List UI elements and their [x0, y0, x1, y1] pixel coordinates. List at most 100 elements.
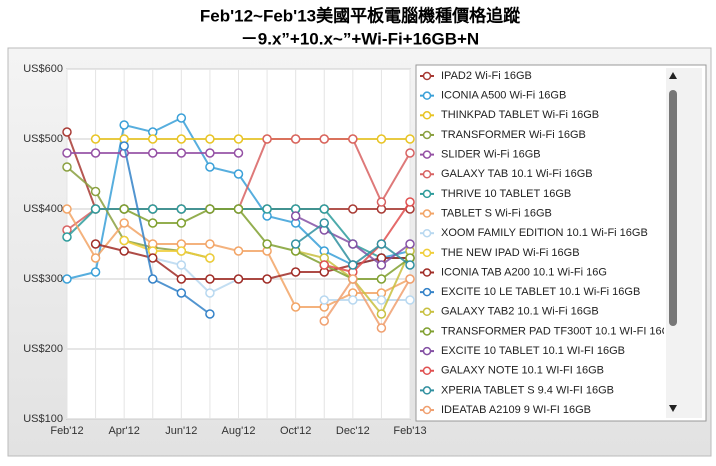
data-point [148, 218, 158, 228]
data-point [319, 218, 329, 228]
data-point [376, 134, 387, 144]
legend: IPAD2 Wi-Fi 16GB ICONIA A500 Wi-Fi 16GB TH… [420, 70, 664, 416]
x-tick-label: Feb'12 [50, 425, 83, 437]
data-point [205, 134, 215, 144]
data-point [90, 239, 101, 249]
legend-label: GALAXY NOTE 10.1 WI-FI 16GB [441, 365, 604, 377]
data-point [319, 316, 329, 326]
x-tick-label: Dec'12 [336, 425, 370, 437]
data-point [90, 148, 101, 158]
scroll-down[interactable] [669, 405, 677, 412]
data-point [405, 274, 415, 284]
y-tick-label: US$100 [23, 413, 63, 425]
series-line [324, 201, 411, 274]
data-point [205, 204, 215, 214]
legend-label: XPERIA TABLET S 9.4 WI-FI 16GB [441, 384, 614, 396]
data-point [148, 134, 158, 144]
series-line [123, 145, 211, 315]
chart-title: Feb'12~Feb'13美國平板電腦機種價格追蹤 [200, 5, 521, 25]
legend-label: GALAXY TAB 10.1 Wi-Fi 16GB [441, 168, 593, 180]
legend-label: EXCITE 10 LE TABLET 10.1 Wi-Fi 16GB [441, 286, 640, 298]
legend-marker [422, 307, 432, 317]
data-point [205, 162, 215, 172]
data-point [62, 232, 72, 242]
data-point [376, 197, 387, 207]
data-point [233, 246, 244, 256]
x-tick-label: Aug'12 [222, 425, 256, 437]
data-point [262, 274, 272, 284]
legend-label: IPAD2 Wi-Fi 16GB [441, 70, 532, 82]
y-tick-label: US$500 [23, 133, 63, 145]
data-point [376, 239, 387, 249]
x-tick-label: Apr'12 [108, 425, 139, 437]
y-tick-label: US$200 [23, 343, 63, 355]
data-point [205, 253, 215, 263]
scroll-up[interactable] [669, 72, 677, 79]
data-point [62, 127, 72, 137]
legend-box [415, 64, 707, 422]
data-point [205, 148, 215, 158]
data-point [262, 204, 272, 214]
data-point [119, 141, 129, 151]
data-point [205, 288, 215, 298]
legend-label: SLIDER Wi-Fi 16GB [441, 149, 541, 161]
legend-label: ICONIA A500 Wi-Fi 16GB [441, 90, 566, 102]
data-point [119, 204, 129, 214]
data-point [90, 204, 101, 214]
data-point [376, 323, 387, 333]
legend-marker [422, 189, 432, 199]
chart-subtitle: －9.x”+10.x~”+Wi-Fi+16GB+N [241, 29, 479, 48]
data-point [319, 134, 329, 144]
data-point [176, 134, 187, 144]
legend-label: ICONIA TAB A200 10.1 Wi-Fi 16G [441, 266, 607, 278]
data-point [148, 148, 158, 158]
data-point [62, 274, 72, 284]
data-point [233, 169, 244, 179]
data-point [148, 274, 158, 284]
data-point [348, 239, 358, 249]
legend-marker [422, 209, 432, 218]
data-point [205, 239, 215, 249]
y-tick-label: US$300 [23, 273, 63, 285]
legend-label: IDEATAB A2109 9 WI-FI 16GB [441, 404, 591, 416]
data-point [290, 239, 301, 249]
legend-marker [422, 248, 432, 258]
legend-marker [422, 405, 432, 415]
legend-label: TABLET S Wi-Fi 16GB [441, 207, 552, 219]
legend-marker [422, 327, 432, 336]
data-point [62, 162, 72, 172]
legend-label: THRIVE 10 TABLET 16GB [441, 188, 571, 200]
data-point [348, 134, 358, 144]
legend-label: EXCITE 10 TABLET 10.1 WI-FI 16GB [441, 345, 625, 357]
legend-marker [422, 130, 432, 140]
data-point [348, 274, 358, 284]
data-point [262, 239, 272, 249]
data-point [233, 274, 244, 284]
data-point [119, 246, 129, 256]
data-point [90, 253, 101, 263]
legend-label: GALAXY TAB2 10.1 Wi-Fi 16GB [441, 306, 599, 318]
legend-marker [422, 287, 432, 297]
data-point [176, 288, 187, 298]
data-point [176, 148, 187, 158]
data-point [348, 260, 358, 270]
data-point [376, 295, 387, 305]
data-point [319, 204, 329, 214]
legend-marker [422, 71, 432, 81]
data-point [62, 148, 72, 158]
data-point [290, 211, 301, 221]
legend-label: THINKPAD TABLET Wi-Fi 16GB [441, 109, 599, 121]
data-point [205, 309, 215, 319]
data-point [405, 197, 415, 207]
legend-marker [422, 268, 432, 277]
x-tick-label: Jun'12 [165, 425, 197, 437]
data-point [90, 186, 101, 197]
data-point [148, 253, 158, 263]
scrollbar-thumb[interactable] [669, 90, 677, 326]
series-line [323, 277, 411, 330]
data-point [405, 260, 415, 270]
data-point [233, 204, 244, 214]
data-point [348, 204, 358, 214]
legend-marker [422, 228, 432, 238]
